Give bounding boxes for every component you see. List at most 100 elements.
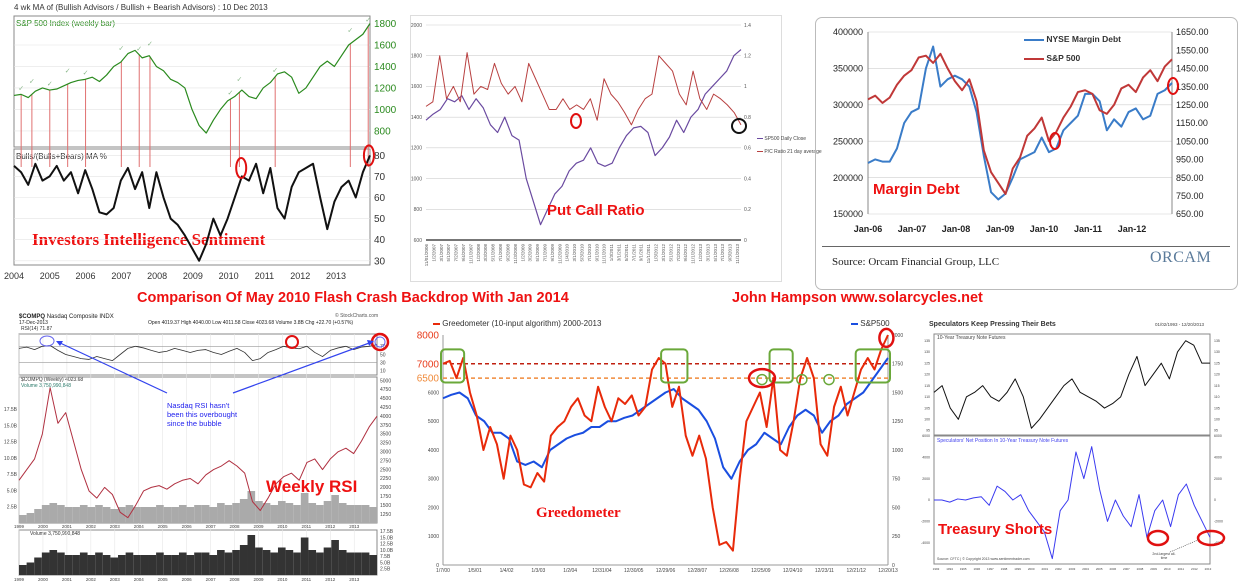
tr-lower-tick-left: 4000 xyxy=(922,456,930,460)
gr-x-tick: 12/31/04 xyxy=(592,568,612,574)
volume-bar xyxy=(156,552,164,575)
volume-bar-overlay xyxy=(140,507,149,523)
nq-x-tick-bottom: 2009 xyxy=(253,577,264,582)
volume-bar-overlay xyxy=(133,507,141,523)
gr-right-tick: 0 xyxy=(892,563,895,569)
gr-x-tick: 1/4/02 xyxy=(500,568,514,574)
pc-x-tick: 7/2/2012 xyxy=(676,244,681,262)
tr-lower-tick-left: -2000 xyxy=(921,520,930,524)
volume-bar xyxy=(300,537,309,575)
volume-bar-overlay xyxy=(156,505,164,523)
ii-lower-label: Bulls/(Bulls+Bears) MA % xyxy=(16,152,107,161)
volume-bar xyxy=(247,535,256,575)
pc-x-tick: 7/1/2008 xyxy=(498,244,503,262)
legend-swatch xyxy=(1024,38,1044,41)
md-legend-margin: NYSE Margin Debt xyxy=(1024,35,1121,44)
black-circle-marker xyxy=(731,118,747,134)
ii-x-tick: 2011 xyxy=(255,271,274,281)
check-icon: ✓ xyxy=(83,69,89,77)
md-frame xyxy=(815,17,1238,290)
headline-title: Comparison Of May 2010 Flash Crash Backd… xyxy=(137,290,569,306)
nq-volume-overlay-tick: 12.5B xyxy=(4,440,18,446)
volume-bar xyxy=(79,552,88,575)
pc-plot: 600 800 1000 1200 1400 1600 1800 2000 0 0.2 0.4 0.6… xyxy=(411,23,751,266)
nq-price-label: $COMPQ (Weekly) 4023.68 xyxy=(21,377,84,383)
tr-x-tick: 1993 xyxy=(933,567,940,571)
tr-x-tick: 2013 xyxy=(1205,567,1212,571)
nq-exchange: INDX xyxy=(99,314,114,320)
gr-x-tick: 12/30/05 xyxy=(624,568,644,574)
gr-right-tick: 250 xyxy=(892,534,901,540)
volume-bar-overlay xyxy=(95,505,103,523)
ii-title: 4 wk MA of (Bullish Advisors / Bullish +… xyxy=(14,3,268,12)
tr-overlay-label: Treasury Shorts xyxy=(938,521,1053,538)
blue-circle-marker xyxy=(374,336,386,348)
red-circle-marker xyxy=(235,156,248,179)
volume-bar-overlay xyxy=(49,503,58,523)
green-highlight-box xyxy=(768,348,794,384)
pc-x-tick: 11/2/2009 xyxy=(557,244,562,264)
gr-x-tick: 12/21/12 xyxy=(846,568,866,574)
pc-x-tick: 5/1/2008 xyxy=(491,244,496,262)
md-legend-sp500: S&P 500 xyxy=(1024,54,1080,63)
tr-x-tick: 2010 xyxy=(1164,567,1171,571)
green-circle-marker xyxy=(756,373,768,386)
nq-price-tick: 5000 xyxy=(380,378,391,384)
gr-right-tick: 2000 xyxy=(892,333,903,339)
volume-bar xyxy=(95,552,103,575)
nq-rsi-tick: 50 xyxy=(380,352,386,358)
legend-swatch xyxy=(757,138,763,140)
check-icon: ✓ xyxy=(136,45,142,53)
nq-price-tick: 2000 xyxy=(380,485,391,491)
red-circle-marker xyxy=(1146,529,1170,547)
tr-note: 2nd-largest all-time xyxy=(1152,552,1176,560)
volume-bar-overlay xyxy=(239,499,248,523)
volume-bar-overlay xyxy=(102,507,111,523)
volume-bar-overlay xyxy=(178,505,187,523)
ii-upper-tick: 800 xyxy=(374,126,391,137)
tr-lower-tick-left: 6000 xyxy=(922,434,930,438)
nq-x-tick: 2000 xyxy=(38,524,49,529)
check-icon: ✓ xyxy=(347,27,353,35)
nq-volume-tick: 5.0B xyxy=(380,560,391,566)
pc-x-tick: 5/1/2009 xyxy=(535,244,540,262)
legend-swatch xyxy=(851,322,858,325)
volume-bar xyxy=(201,552,210,575)
gr-x-tick: 12/26/08 xyxy=(719,568,739,574)
nq-volume-overlay-tick: 7.5B xyxy=(7,472,18,478)
tr-upper-tick-right: 135 xyxy=(1214,339,1220,343)
tr-x-tick: 1994 xyxy=(946,567,953,571)
nq-x-tick: 2008 xyxy=(230,524,241,529)
volume-bar-overlay xyxy=(194,505,202,523)
nq-volume-tick: 12.5B xyxy=(380,542,394,548)
nq-rsi-tick: 10 xyxy=(380,369,386,375)
volume-bar-overlay xyxy=(323,501,332,523)
volume-bar-overlay xyxy=(209,507,218,523)
tr-x-tick: 1995 xyxy=(960,567,967,571)
pc-x-tick: 9/4/2012 xyxy=(683,244,688,262)
gr-left-tick: 3000 xyxy=(428,477,439,483)
md-right-tick: 850.00 xyxy=(1176,173,1204,183)
red-circle-marker xyxy=(747,367,777,389)
volume-bar xyxy=(110,557,119,575)
gr-left-tick: 4000 xyxy=(428,448,439,454)
tr-upper-tick-left: 105 xyxy=(924,406,930,410)
volume-bar xyxy=(26,562,35,575)
nq-x-tick: 2001 xyxy=(62,524,73,529)
tr-x-tick: 2009 xyxy=(1150,567,1157,571)
pc-right-tick: 0.8 xyxy=(744,115,751,121)
nq-price-tick: 4250 xyxy=(380,405,391,411)
pc-x-tick: 3/1/2013 xyxy=(705,244,710,262)
nq-volume-tick: 17.5B xyxy=(380,529,394,535)
volume-bar-overlay xyxy=(300,493,309,523)
pc-left-tick: 600 xyxy=(414,238,423,244)
tr-x-tick: 2008 xyxy=(1137,567,1144,571)
pc-x-tick: 5/1/2007 xyxy=(446,244,451,262)
volume-bar xyxy=(285,550,294,575)
ii-upper-frame xyxy=(13,15,371,148)
nq-header: $COMPQ Nasdaq Composite INDX xyxy=(19,314,114,320)
red-circle-marker xyxy=(362,144,375,167)
volume-bar-overlay xyxy=(277,501,286,523)
pc-x-tick: 1/3/2011 xyxy=(609,244,614,262)
ii-x-tick: 2012 xyxy=(290,271,310,281)
